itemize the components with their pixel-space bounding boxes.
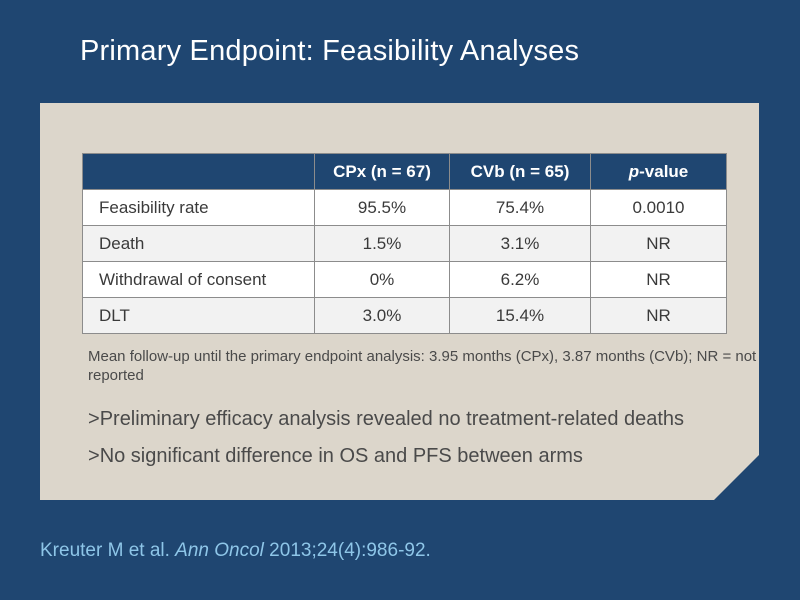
row-label: DLT bbox=[82, 297, 315, 334]
cell-cvb: 15.4% bbox=[449, 297, 591, 334]
results-table: CPx (n = 67) CVb (n = 65) p-value Feasib… bbox=[82, 153, 727, 334]
header-blank bbox=[82, 153, 315, 190]
table-row: DLT 3.0% 15.4% NR bbox=[82, 297, 727, 334]
bullet-text: Preliminary efficacy analysis revealed n… bbox=[99, 408, 685, 430]
header-cvb: CVb (n = 65) bbox=[449, 153, 591, 190]
bullet-marker: > bbox=[88, 408, 100, 430]
table-row: Withdrawal of consent 0% 6.2% NR bbox=[82, 261, 727, 298]
row-label: Death bbox=[82, 225, 315, 262]
table-row: Death 1.5% 3.1% NR bbox=[82, 225, 727, 262]
row-label: Feasibility rate bbox=[82, 189, 315, 226]
bullet-item: >No significant difference in OS and PFS… bbox=[88, 445, 583, 468]
citation-authors: Kreuter M et al. bbox=[40, 540, 176, 561]
footnote: Mean follow-up until the primary endpoin… bbox=[88, 348, 757, 384]
cell-cpx: 3.0% bbox=[314, 297, 450, 334]
table-header-row: CPx (n = 67) CVb (n = 65) p-value bbox=[82, 153, 727, 190]
cell-cvb: 3.1% bbox=[449, 225, 591, 262]
cell-p-value: NR bbox=[590, 225, 727, 262]
row-label: Withdrawal of consent bbox=[82, 261, 315, 298]
table-row: Feasibility rate 95.5% 75.4% 0.0010 bbox=[82, 189, 727, 226]
cell-cpx: 95.5% bbox=[314, 189, 450, 226]
citation-details: 2013;24(4):986-92. bbox=[263, 540, 431, 561]
slide-title: Primary Endpoint: Feasibility Analyses bbox=[80, 35, 580, 67]
cell-cvb: 75.4% bbox=[449, 189, 591, 226]
cell-p-value: 0.0010 bbox=[590, 189, 727, 226]
citation-journal: Ann Oncol bbox=[175, 540, 264, 561]
bullet-item: >Preliminary efficacy analysis revealed … bbox=[88, 408, 684, 431]
header-cpx: CPx (n = 67) bbox=[314, 153, 450, 190]
header-p-italic: p bbox=[628, 161, 640, 181]
header-p-rest: -value bbox=[639, 161, 689, 181]
cell-p-value: NR bbox=[590, 261, 727, 298]
bullet-text: No significant difference in OS and PFS … bbox=[99, 445, 583, 467]
cell-p-value: NR bbox=[590, 297, 727, 334]
header-p-value: p-value bbox=[590, 153, 727, 190]
citation: Kreuter M et al. Ann Oncol 2013;24(4):98… bbox=[40, 540, 431, 562]
cell-cpx: 1.5% bbox=[314, 225, 450, 262]
bullet-marker: > bbox=[88, 445, 100, 467]
cell-cvb: 6.2% bbox=[449, 261, 591, 298]
cell-cpx: 0% bbox=[314, 261, 450, 298]
